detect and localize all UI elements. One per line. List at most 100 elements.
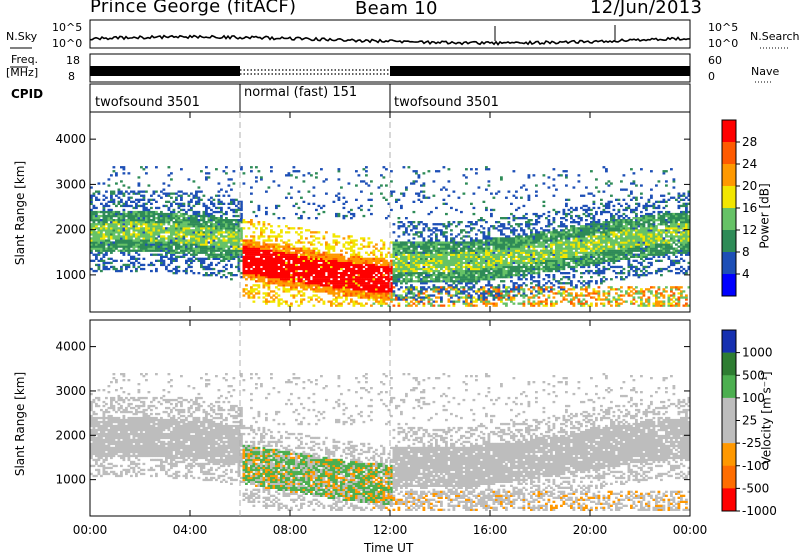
power-cell [305,229,308,232]
power-cell [287,243,291,246]
power-cell [102,198,106,201]
power-cell [237,267,241,271]
power-cell [105,243,108,246]
power-cell [465,257,468,260]
power-cell [267,282,271,285]
power-cell [347,282,351,285]
power-cell [292,251,296,254]
power-cell [195,235,198,238]
power-cell [370,212,373,216]
power-cell [192,196,196,199]
power-cell [340,276,343,279]
power-cell [290,274,293,277]
power-cell [127,247,131,250]
power-cell [432,247,436,250]
power-cell [442,261,446,265]
power-cell [522,237,526,240]
power-cell [392,290,396,293]
power-cell [400,251,403,254]
power-cell [127,243,131,246]
power-cell [97,210,101,214]
power-cell [282,288,286,291]
power-cell [377,257,381,260]
power-cell [507,235,511,238]
power-cell [205,212,208,216]
power-cell [522,233,526,236]
power-cell [242,221,246,224]
power-cell [287,227,291,230]
power-cell [487,288,491,291]
power-cell [255,276,258,279]
power-cell [232,251,236,254]
power-cell [495,249,498,252]
power-cell [217,272,221,275]
power-cell [175,267,178,271]
power-cell [267,292,271,295]
power-cell [187,233,191,236]
power-cell [155,229,158,232]
power-cell [467,253,471,256]
power-cell [222,231,226,234]
power-cell [180,204,183,208]
power-cell [345,261,348,265]
power-cell [430,278,433,281]
power-cell [107,233,111,236]
power-cell [155,247,158,250]
power-cell [207,221,211,224]
power-cell [255,245,258,248]
power-cell [292,245,296,248]
power-cell [275,251,278,254]
power-cell [300,286,303,289]
power-cell [362,284,366,287]
power-cell [315,278,318,281]
power-cell [180,212,183,216]
power-cell [500,245,503,248]
power-cell [240,243,243,246]
power-cell [472,192,476,195]
power-cell [315,172,318,175]
power-cell [117,233,121,236]
power-cell [497,276,501,279]
power-cell [475,292,478,295]
power-cell [247,290,251,293]
power-cell [197,237,201,240]
power-cell [262,267,266,271]
power-cell [467,249,471,252]
power-cell [492,243,496,246]
power-cell [375,284,378,287]
power-cell [240,168,243,171]
power-cell [92,194,96,197]
power-cell [452,276,456,279]
power-cell [452,245,456,248]
power-cell [112,243,116,246]
power-cell [332,259,336,262]
power-cell [387,251,391,254]
power-cell [340,296,343,299]
power-cell [402,223,406,226]
power-cell [302,261,306,265]
power-cell [430,257,433,260]
power-cell [182,237,186,240]
power-cell [402,263,406,267]
power-cell [277,298,281,301]
power-cell [395,284,398,287]
power-cell [360,284,363,287]
power-cell [427,267,431,271]
power-cell [325,286,328,289]
power-cell [455,225,458,228]
power-cell [150,212,153,216]
power-cell [510,241,513,244]
power-cell [292,276,296,279]
power-cell [350,292,353,295]
power-cell [127,251,131,254]
power-cell [187,251,191,254]
power-cell [107,243,111,246]
power-cell [222,249,226,252]
power-cell [200,214,203,218]
power-cell [442,274,446,277]
power-cell [177,241,181,244]
power-cell [502,243,506,246]
power-cell [400,245,403,248]
power-cell [472,278,476,281]
power-cell [415,276,418,279]
